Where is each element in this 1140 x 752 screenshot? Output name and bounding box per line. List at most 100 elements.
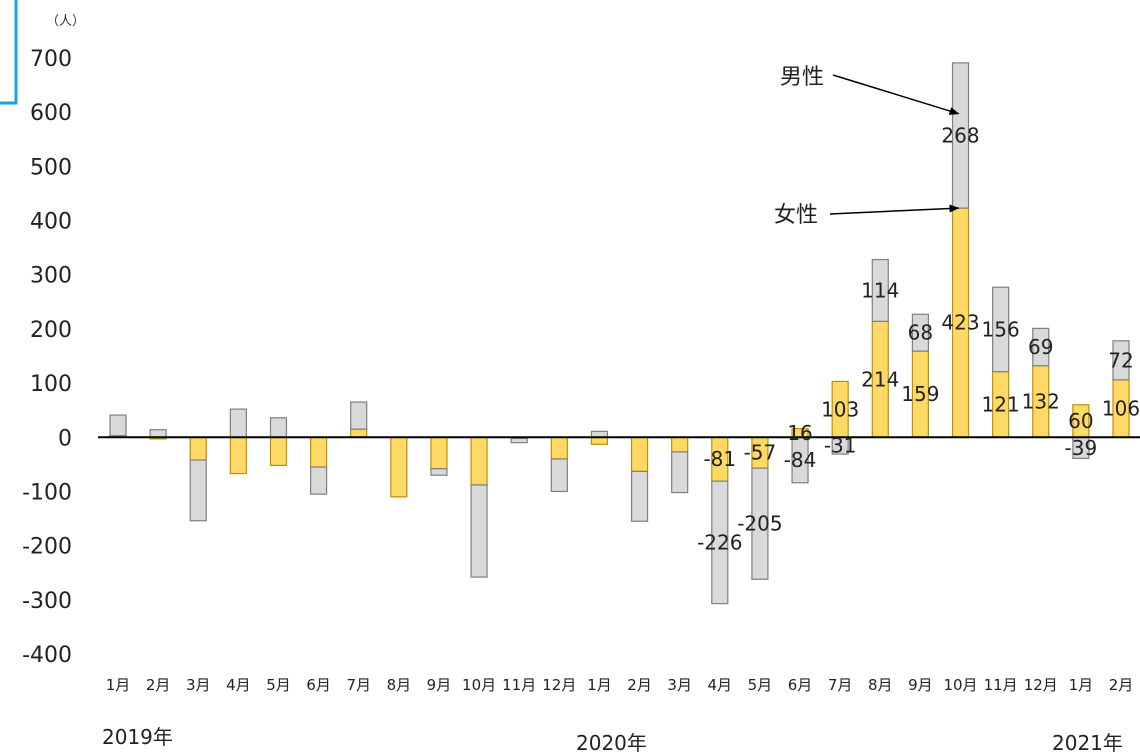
data-label: 16 — [787, 421, 812, 445]
x-tick-label: 8月 — [387, 676, 412, 694]
bar-segment — [310, 436, 328, 468]
y-tick-label: -400 — [22, 643, 72, 668]
y-tick-label: -200 — [22, 535, 72, 560]
x-tick-label: 5月 — [748, 676, 773, 694]
x-tick-label: 4月 — [226, 676, 251, 694]
y-tick-label: 0 — [58, 426, 72, 451]
data-label: 103 — [821, 397, 859, 421]
x-tick-label: 1月 — [1069, 676, 1094, 694]
bar-segment — [751, 467, 769, 580]
data-label: 268 — [941, 123, 979, 147]
y-tick-label: 400 — [30, 210, 72, 235]
x-tick-label: 8月 — [868, 676, 893, 694]
data-label: 60 — [1068, 409, 1093, 433]
x-tick-label: 3月 — [186, 676, 211, 694]
data-label: 114 — [861, 278, 899, 302]
bar-segment — [269, 436, 288, 467]
year-labels: 2019年 2020年 2021年 — [102, 725, 1123, 752]
bar-segment — [430, 468, 448, 476]
x-tick-label: 10月 — [462, 676, 496, 694]
x-tick-label: 11月 — [984, 676, 1018, 694]
x-tick-label: 5月 — [266, 676, 291, 694]
y-unit-label: （人） — [46, 14, 85, 29]
x-tick-label: 4月 — [708, 676, 733, 694]
bar-segment — [630, 436, 649, 473]
data-label: -31 — [824, 434, 857, 458]
bar-segment — [550, 458, 568, 493]
bar-segment — [671, 451, 689, 494]
year-label: 2020年 — [576, 731, 647, 752]
y-tick-label: 200 — [30, 318, 72, 343]
x-tick-label: 9月 — [427, 676, 452, 694]
data-label: 214 — [861, 367, 899, 391]
bar-segment — [350, 428, 368, 438]
x-tick-label: 6月 — [788, 676, 813, 694]
data-label: 423 — [941, 311, 979, 335]
y-tick-label: 500 — [30, 155, 72, 180]
bar-segment — [1112, 340, 1130, 381]
year-label: 2021年 — [1052, 731, 1123, 752]
x-tick-label: 3月 — [667, 676, 692, 694]
data-label: 72 — [1108, 348, 1133, 372]
bar-segment — [470, 436, 488, 486]
y-tick-label: 600 — [30, 101, 72, 126]
bar-segment — [269, 417, 288, 438]
data-label: -39 — [1065, 436, 1098, 460]
bar-segment — [470, 484, 488, 578]
data-label: 69 — [1028, 335, 1053, 359]
bar-segment — [951, 62, 970, 209]
bar-segment — [189, 459, 207, 522]
bar-segment — [711, 480, 729, 605]
bar-segment — [630, 470, 649, 522]
x-tick-label: 12月 — [1024, 676, 1058, 694]
bar-segment — [992, 286, 1010, 373]
x-axis-ticks: 1月 2月 3月 4月 5月 6月 7月 8月 9月 10月 11月 12月 1月 2月 3月 4月 5月 6月 7… — [106, 676, 1134, 694]
x-tick-label: 7月 — [828, 676, 853, 694]
x-tick-label: 11月 — [502, 676, 536, 694]
data-label: -84 — [784, 448, 817, 472]
frame-corner-decoration — [0, 0, 18, 105]
bar-segment — [671, 436, 689, 453]
bar-segment — [1032, 327, 1050, 367]
data-label: 106 — [1102, 397, 1140, 421]
data-label: 121 — [982, 392, 1020, 416]
x-tick-label: 2月 — [627, 676, 652, 694]
bar-segment — [590, 436, 609, 445]
annotation-arrow — [832, 74, 960, 115]
bar-segment — [871, 258, 889, 322]
bar-segment — [229, 408, 247, 438]
bar-segment — [911, 313, 930, 352]
bar-segment — [390, 436, 408, 498]
x-tick-label: 1月 — [106, 676, 131, 694]
annotation-label: 男性 — [780, 65, 824, 90]
bar-segment — [149, 429, 167, 438]
data-label: 68 — [908, 321, 933, 345]
bar-segment — [310, 466, 328, 495]
x-tick-label: 7月 — [346, 676, 371, 694]
data-label: -205 — [737, 512, 782, 536]
y-tick-label: 100 — [30, 372, 72, 397]
x-tick-label: 6月 — [306, 676, 331, 694]
data-label: 156 — [982, 317, 1020, 341]
data-label: -81 — [703, 447, 736, 471]
x-tick-label: 1月 — [587, 676, 612, 694]
y-tick-label: -300 — [22, 589, 72, 614]
y-axis-ticks: 700 600 500 400 300 200 100 0 -100 -200 -300 -400 — [22, 47, 72, 668]
x-tick-label: 2月 — [1109, 676, 1134, 694]
annotation-arrow — [829, 204, 960, 215]
bar-segment — [510, 437, 528, 444]
x-tick-label: 9月 — [908, 676, 933, 694]
y-tick-label: 700 — [30, 47, 72, 72]
bar-segment — [109, 414, 127, 437]
year-label: 2019年 — [102, 725, 173, 749]
bar-segment — [229, 436, 247, 475]
x-tick-label: 12月 — [542, 676, 576, 694]
annotation-label: 女性 — [774, 203, 818, 228]
bar-segment — [350, 401, 368, 430]
data-label: -226 — [697, 530, 742, 554]
bars — [109, 62, 1130, 605]
bar-segment — [430, 436, 448, 470]
